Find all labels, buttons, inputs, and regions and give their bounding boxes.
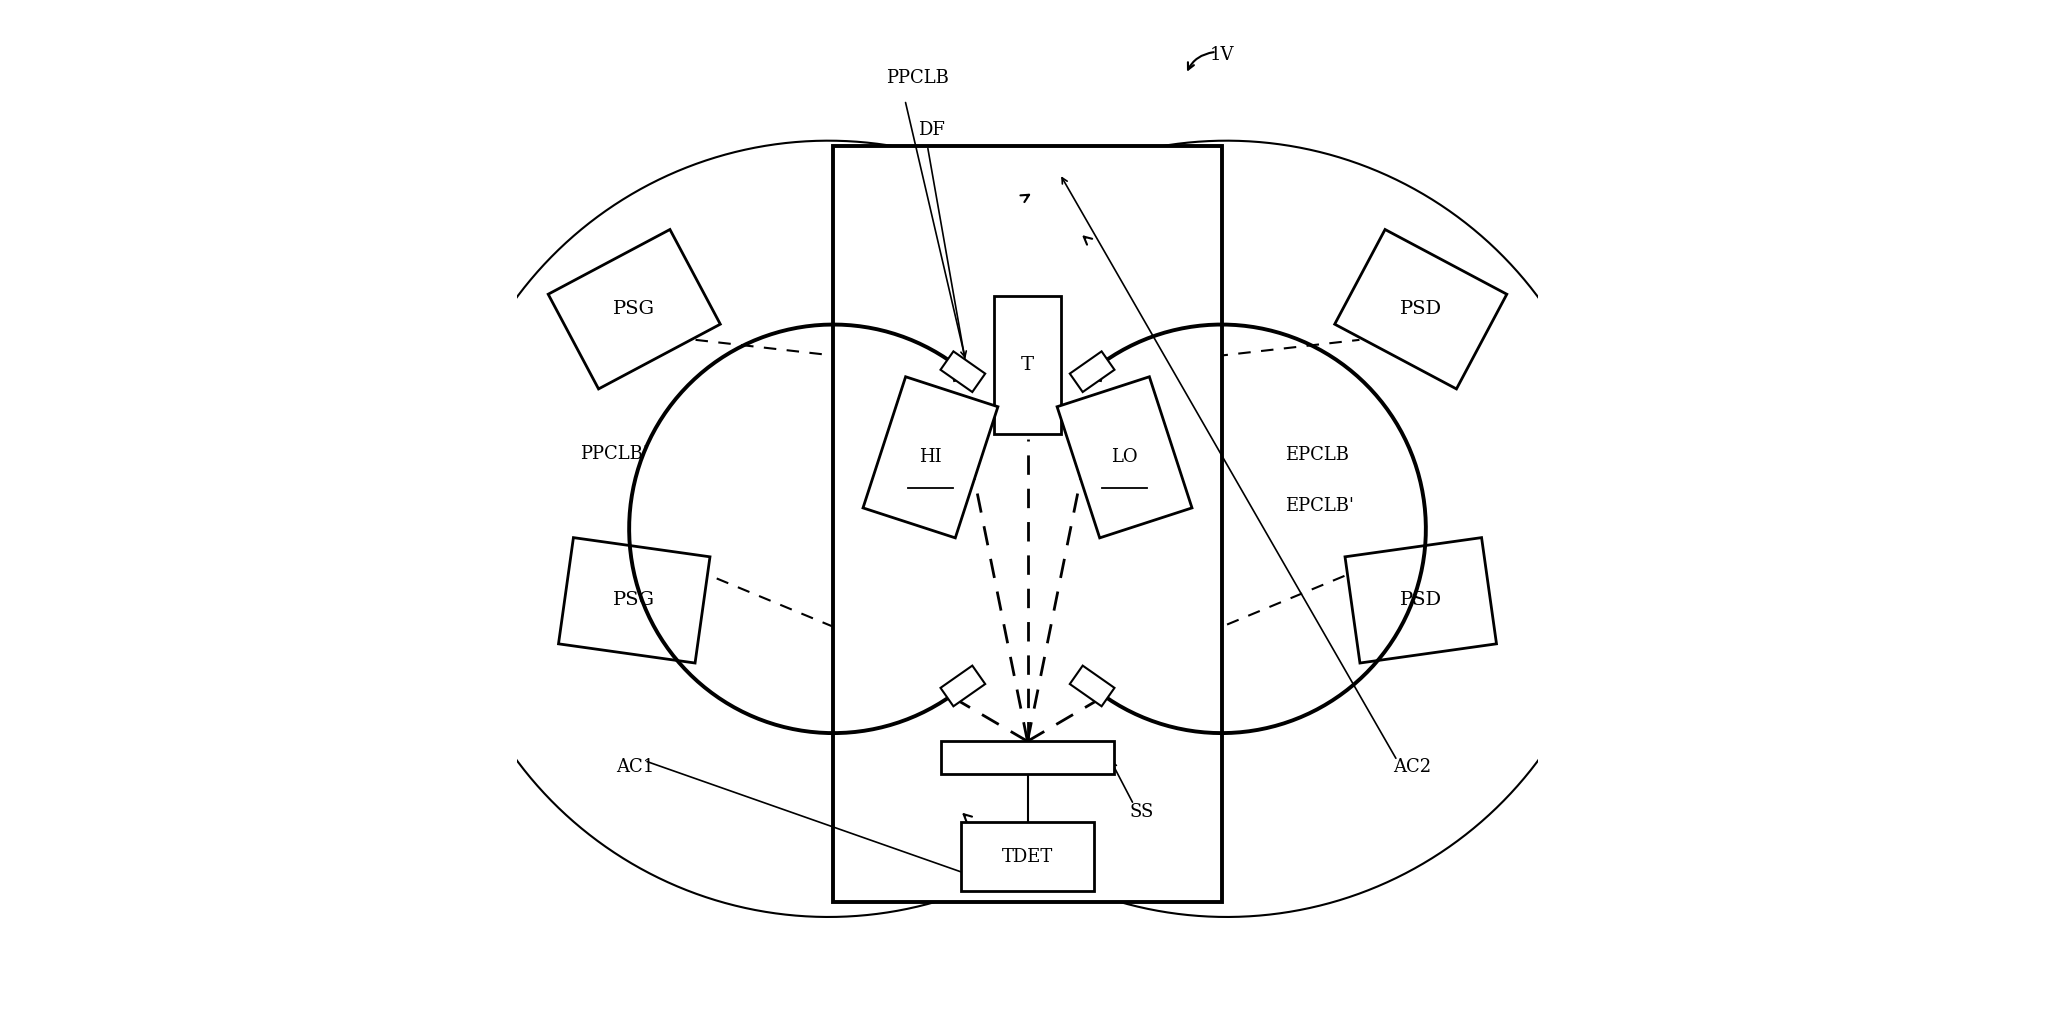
Text: HI: HI [919, 449, 941, 466]
Text: TDET: TDET [1003, 847, 1052, 866]
Text: PSG: PSG [612, 592, 656, 609]
Text: PSG: PSG [612, 300, 656, 318]
Text: PPCLB: PPCLB [886, 69, 949, 86]
Polygon shape [559, 537, 709, 663]
Polygon shape [941, 665, 984, 707]
Text: SS: SS [1130, 803, 1155, 821]
Polygon shape [1346, 537, 1496, 663]
Text: PPCLB': PPCLB' [580, 446, 647, 463]
Polygon shape [549, 229, 721, 389]
Text: PSD: PSD [1399, 300, 1443, 318]
Text: AC2: AC2 [1393, 758, 1430, 775]
Text: EPCLB: EPCLB [1284, 447, 1348, 464]
Polygon shape [1056, 377, 1192, 538]
Polygon shape [1071, 351, 1114, 392]
Bar [834, 146, 1221, 902]
Text: 1V: 1V [1208, 45, 1233, 64]
Polygon shape [1071, 665, 1114, 707]
Text: PSD: PSD [1399, 592, 1443, 609]
Bar [941, 741, 1114, 774]
Bar [962, 822, 1093, 891]
Polygon shape [941, 351, 984, 392]
Text: DF: DF [919, 120, 945, 139]
Polygon shape [863, 377, 999, 538]
Text: AC1: AC1 [616, 758, 653, 775]
Polygon shape [995, 297, 1060, 434]
Text: T: T [1021, 356, 1034, 375]
Text: LO: LO [1112, 449, 1138, 466]
Polygon shape [1334, 229, 1506, 389]
Text: EPCLB': EPCLB' [1284, 497, 1354, 516]
